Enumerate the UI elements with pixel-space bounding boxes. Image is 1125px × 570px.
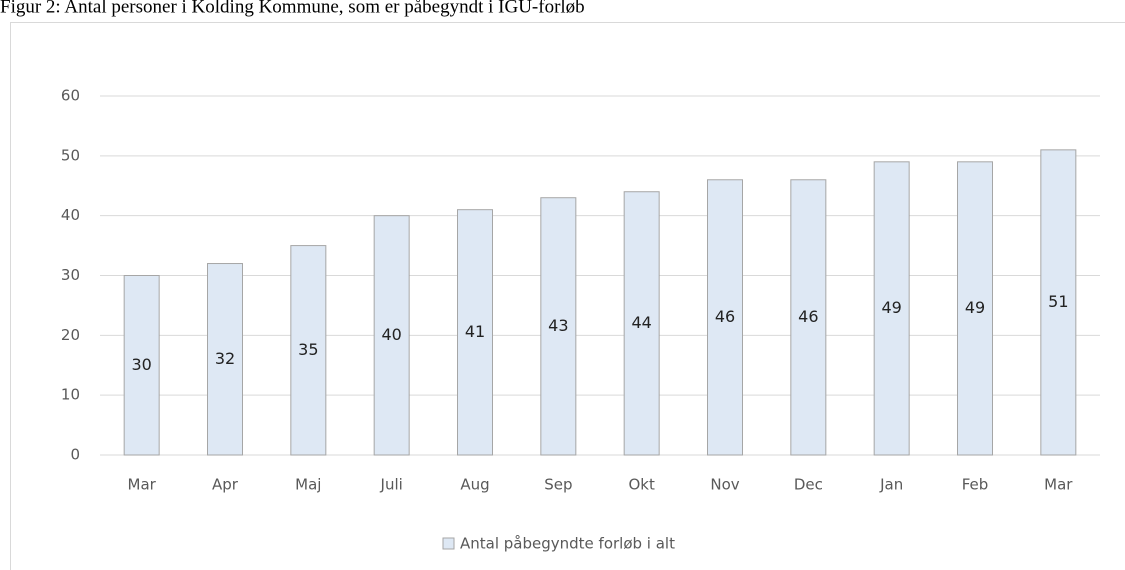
x-tick-label: Mar xyxy=(1044,476,1073,494)
data-label: 51 xyxy=(1048,292,1068,311)
bar xyxy=(873,161,910,456)
x-tick-label: Apr xyxy=(212,476,239,494)
data-label: 32 xyxy=(215,349,235,368)
legend-label: Antal påbegyndte forløb i alt xyxy=(460,535,675,553)
data-label: 44 xyxy=(631,313,651,332)
bar xyxy=(707,179,743,456)
y-tick-label: 50 xyxy=(61,146,80,164)
x-tick-label: Okt xyxy=(628,476,654,494)
chart-title: Figur 2: Antal personer i Kolding Kommun… xyxy=(0,0,585,17)
y-tick-label: 40 xyxy=(61,206,80,224)
data-label: 41 xyxy=(465,322,485,341)
data-label: 46 xyxy=(715,307,735,326)
bar xyxy=(373,215,410,456)
x-tick-label: Aug xyxy=(460,476,489,494)
data-label: 43 xyxy=(548,316,568,335)
x-tick-label: Nov xyxy=(710,476,739,494)
x-tick-label: Maj xyxy=(295,476,321,494)
x-tick-label: Dec xyxy=(794,476,823,494)
bar xyxy=(123,275,160,456)
x-tick-label: Juli xyxy=(380,476,403,494)
data-label: 30 xyxy=(131,355,151,374)
x-tick-label: Jan xyxy=(879,476,903,494)
data-label: 35 xyxy=(298,340,318,359)
bar xyxy=(207,263,243,456)
bar xyxy=(1040,149,1077,456)
data-label: 49 xyxy=(965,298,985,317)
bar xyxy=(623,191,660,456)
y-tick-label: 10 xyxy=(61,386,80,404)
y-tick-label: 0 xyxy=(70,446,80,464)
bar xyxy=(790,179,827,456)
legend-swatch xyxy=(442,537,455,550)
bar xyxy=(957,161,993,456)
data-label: 49 xyxy=(881,298,901,317)
data-label: 46 xyxy=(798,307,818,326)
y-tick-label: 20 xyxy=(61,326,80,344)
y-tick-label: 60 xyxy=(61,87,80,105)
x-tick-label: Feb xyxy=(962,476,989,494)
bar xyxy=(290,245,327,456)
x-tick-label: Sep xyxy=(544,476,572,494)
y-tick-label: 30 xyxy=(61,266,80,284)
data-label: 40 xyxy=(381,325,401,344)
bar xyxy=(457,209,493,456)
x-tick-label: Mar xyxy=(128,476,157,494)
bar xyxy=(540,197,577,456)
